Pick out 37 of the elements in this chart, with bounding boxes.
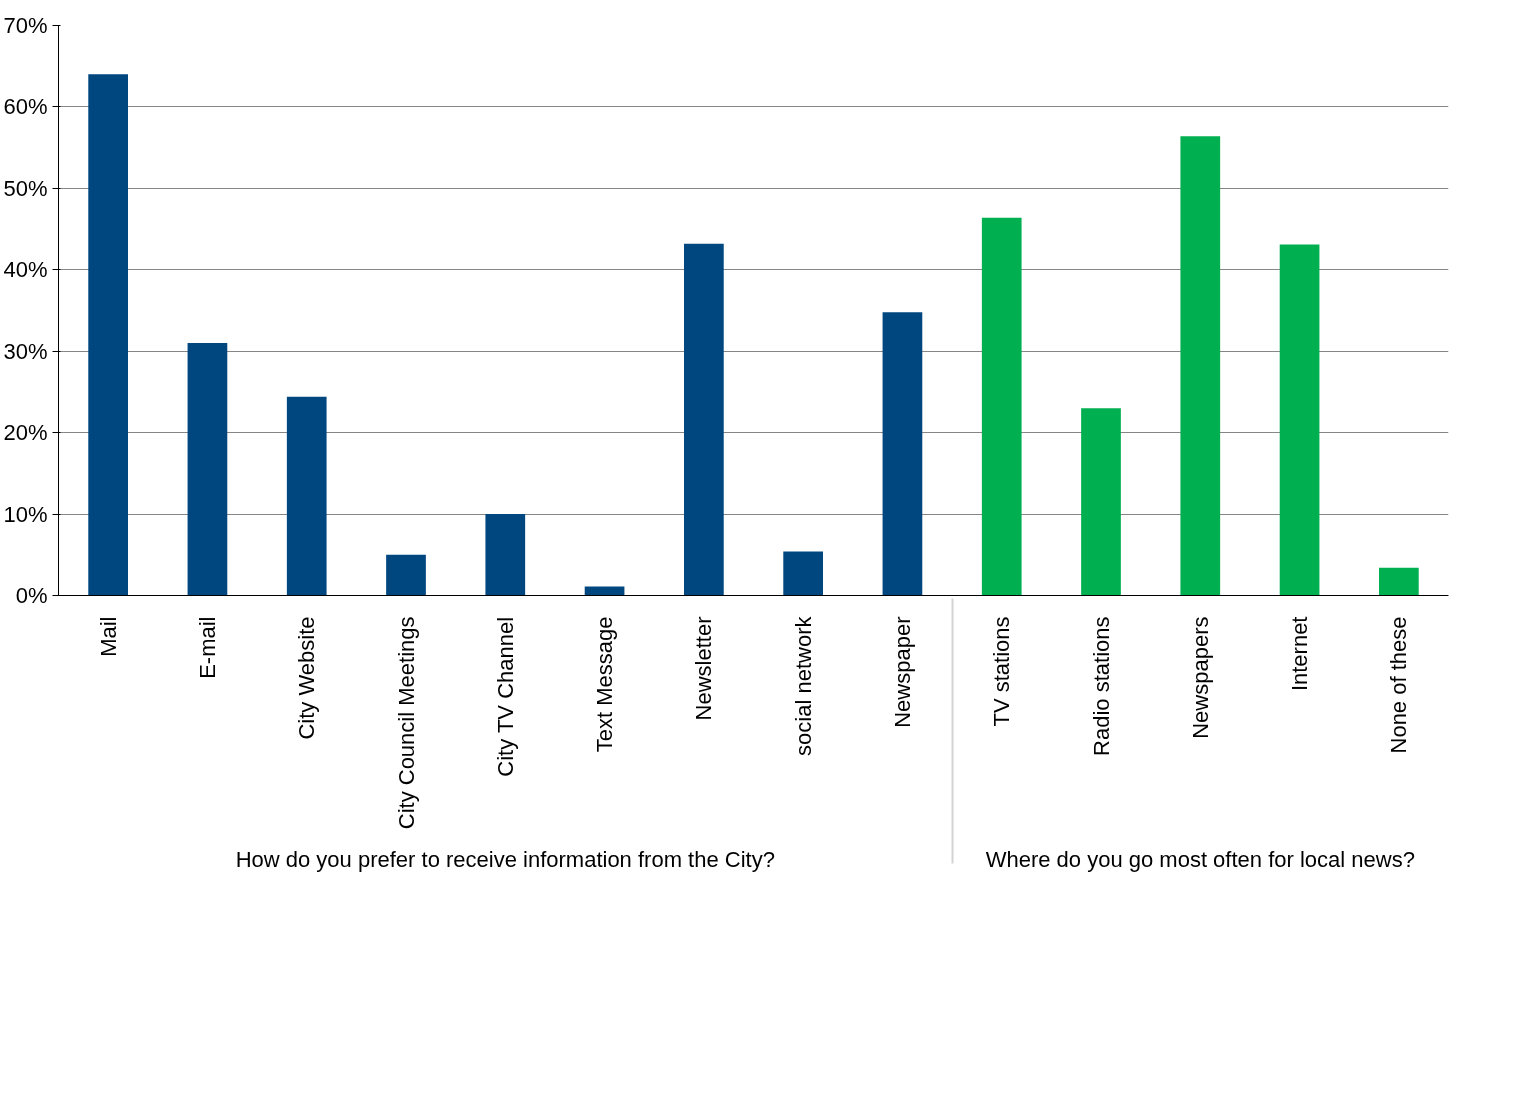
bar bbox=[485, 514, 526, 596]
x-tick-label: Radio stations bbox=[1088, 616, 1114, 756]
y-tick-label: 70% bbox=[3, 13, 48, 38]
bar bbox=[286, 396, 327, 596]
bar bbox=[1379, 567, 1419, 596]
bar bbox=[1081, 408, 1121, 596]
y-tick-label: 50% bbox=[3, 175, 48, 201]
x-tick-label: Mail bbox=[95, 616, 121, 657]
y-tick-label: 40% bbox=[3, 257, 48, 283]
bar bbox=[783, 551, 823, 596]
x-tick-label: Newspapers bbox=[1187, 616, 1213, 739]
x-tick-label: City TV Channel bbox=[492, 616, 518, 777]
bar bbox=[88, 74, 128, 596]
y-tick-label: 60% bbox=[3, 94, 48, 120]
bar bbox=[187, 343, 228, 596]
y-tick-label: 20% bbox=[3, 420, 48, 446]
x-tick-label: E-mail bbox=[194, 616, 220, 679]
text: Where do you go most often for local news? bbox=[985, 847, 1415, 873]
bar bbox=[1180, 136, 1221, 596]
x-tick-label: City Council Meetings bbox=[393, 616, 419, 830]
x-tick-label: City Website bbox=[294, 616, 320, 740]
text: How do you prefer to receive information from the City? bbox=[235, 847, 775, 873]
x-tick-label: Text Message bbox=[592, 616, 618, 753]
bar bbox=[882, 312, 923, 596]
x-tick-label: TV stations bbox=[989, 616, 1015, 727]
x-tick-label: Internet bbox=[1287, 616, 1313, 692]
y-tick-label: 10% bbox=[3, 501, 48, 527]
x-tick-label: Newsletter bbox=[691, 616, 717, 721]
x-tick-label: None of these bbox=[1386, 616, 1412, 754]
bar bbox=[684, 243, 724, 596]
x-tick-label: Newspaper bbox=[889, 616, 915, 728]
bar bbox=[981, 217, 1022, 596]
bar bbox=[386, 554, 426, 596]
x-tick-label: social network bbox=[790, 615, 816, 756]
bar bbox=[1279, 244, 1320, 596]
y-tick-label: 0% bbox=[15, 583, 48, 608]
y-tick-label: 30% bbox=[3, 338, 48, 364]
